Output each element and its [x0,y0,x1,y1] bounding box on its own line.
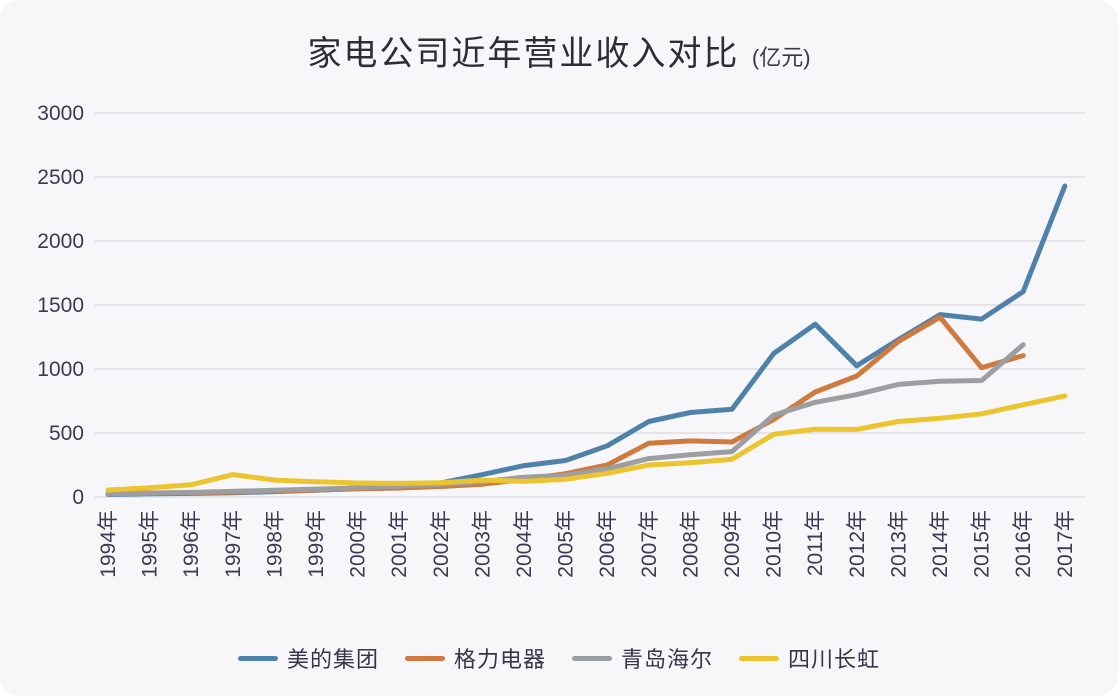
y-tick-label-0: 0 [72,486,84,509]
legend-swatch-gree [404,655,445,661]
y-tick-label-1000: 1000 [37,358,84,381]
legend-item-gree: 格力电器 [404,642,546,674]
x-tick-label-1996年: 1996年 [180,510,203,578]
y-tick-label-2000: 2000 [37,230,84,253]
x-tick-label-1994年: 1994年 [97,510,120,578]
x-tick-label-2009年: 2009年 [721,510,744,578]
legend-swatch-haier [572,655,612,661]
x-tick-label-2010年: 2010年 [763,510,786,578]
x-tick-label-2008年: 2008年 [679,510,702,578]
x-tick-label-2011年: 2011年 [804,510,827,576]
legend-label-gree: 格力电器 [453,647,546,672]
legend-item-haier: 青岛海尔 [572,642,713,674]
x-tick-label-2002年: 2002年 [430,510,453,578]
x-tick-label-2014年: 2014年 [929,510,952,578]
x-tick-label-2000年: 2000年 [347,510,370,578]
x-tick-label-2007年: 2007年 [638,510,661,578]
chart-legend: 美的集团 格力电器 青岛海尔 四川长虹 [0,642,1118,674]
x-tick-label-1995年: 1995年 [139,510,162,578]
x-tick-label-2015年: 2015年 [971,510,994,578]
y-tick-label-500: 500 [49,422,84,445]
y-tick-label-3000: 3000 [37,102,84,125]
series-line-gree [105,314,1026,496]
x-tick-label-2001年: 2001年 [388,510,411,578]
x-tick-label-2006年: 2006年 [596,510,619,578]
x-tick-label-1999年: 1999年 [305,510,328,578]
legend-item-changhong: 四川长虹 [739,642,880,674]
x-tick-label-1998年: 1998年 [263,510,286,578]
x-tick-label-2005年: 2005年 [555,510,578,578]
series-line-haier [105,342,1026,497]
legend-label-midea: 美的集团 [286,647,379,672]
x-tick-label-2004年: 2004年 [513,510,536,578]
x-tick-label-2012年: 2012年 [846,510,869,578]
chart-unit-label: (亿元) [751,45,811,70]
gridlines [95,112,1085,498]
legend-swatch-changhong [739,655,780,661]
x-tick-label-2017年: 2017年 [1054,510,1077,578]
y-axis-labels: 0 500 1000 1500 2000 2500 3000 [37,102,84,509]
chart-title-text: 家电公司近年营业收入对比 [307,35,740,73]
series-line-midea [105,183,1068,497]
x-tick-label-1997年: 1997年 [222,510,245,578]
legend-swatch-midea [237,655,278,661]
legend-item-midea: 美的集团 [237,642,379,674]
series-lines [105,183,1068,497]
x-tick-label-2013年: 2013年 [887,510,910,578]
legend-label-haier: 青岛海尔 [621,647,714,672]
x-tick-label-2016年: 2016年 [1012,510,1035,578]
legend-label-changhong: 四川长虹 [788,647,881,672]
series-line-changhong [105,393,1068,493]
y-tick-label-2500: 2500 [37,166,84,189]
y-tick-label-1500: 1500 [37,294,84,317]
chart-title: 家电公司近年营业收入对比 (亿元) [0,26,1118,75]
x-tick-label-2003年: 2003年 [471,510,494,578]
x-axis-labels: 1994年 1995年 1996年 1997年 1998年 1999年 2000年 2001年… [97,510,1077,578]
